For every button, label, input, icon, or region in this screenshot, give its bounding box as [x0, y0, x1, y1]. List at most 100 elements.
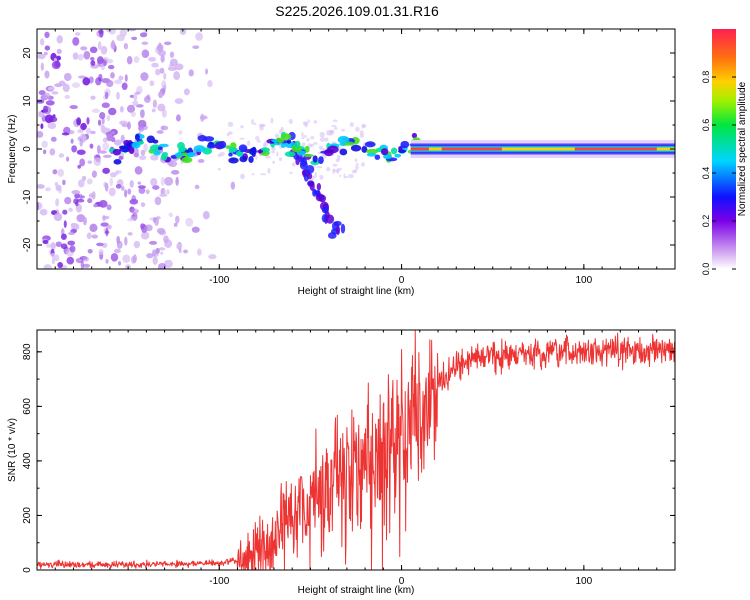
carrier-blob: [197, 134, 207, 142]
spectrogram-blob: [119, 29, 128, 37]
spectrogram-blob: [140, 202, 146, 207]
spectrogram-blob: [166, 189, 170, 195]
spectrogram-blob: [133, 92, 138, 102]
spectrogram-blob: [288, 118, 293, 125]
spectrogram-blob: [314, 172, 317, 176]
spectrogram-blob: [306, 137, 310, 142]
spectrogram-blob: [253, 122, 257, 125]
spectrogram-blob: [93, 157, 102, 167]
spectrogram-blob: [89, 223, 98, 233]
y-tick-label: -20: [22, 237, 33, 252]
spectrogram-blob: [130, 216, 137, 221]
spectrogram-blob: [332, 169, 338, 173]
carrier-blob: [324, 148, 334, 157]
spectrogram-blob: [360, 162, 365, 167]
spectrogram-blob: [175, 215, 180, 224]
spectrogram-blob: [82, 135, 87, 142]
spectrogram-blob: [40, 123, 44, 130]
spectrogram-blob: [80, 46, 88, 51]
carrier-blob: [158, 143, 169, 148]
spectrogram-blob: [43, 51, 48, 56]
spectrogram-blob: [55, 241, 62, 248]
spectrogram-blob: [240, 125, 244, 129]
spectrogram-blob: [158, 91, 164, 99]
spectrogram-blob: [183, 249, 188, 254]
spectrogram-blob: [140, 149, 146, 156]
spectrogram-blob: [82, 77, 91, 86]
colorbar-tick-label: 0.8: [701, 71, 711, 84]
spectrogram-blob: [53, 212, 63, 222]
spectrogram-blob: [291, 162, 296, 167]
spectrogram-blob: [105, 258, 109, 264]
carrier-blob: [304, 145, 310, 153]
spectrogram-blob: [207, 80, 213, 88]
spectrogram-blob: [121, 82, 128, 90]
spectrogram-blob: [39, 208, 48, 216]
spectrogram-blob: [227, 131, 233, 135]
spectrogram-blob: [60, 243, 68, 250]
carrier-blob: [394, 153, 402, 158]
carrier-blob: [318, 156, 324, 165]
spectrogram-blob: [355, 163, 359, 166]
spectrogram-blob: [56, 55, 62, 61]
spectrogram-blob: [301, 137, 305, 140]
spectrogram-blob: [313, 175, 318, 178]
spectrogram-blob: [137, 185, 146, 189]
snr-xlabel: Height of straight line (km): [298, 585, 415, 596]
spectrogram-blob: [91, 108, 100, 114]
spectrogram-blob: [91, 170, 98, 178]
carrier-blob: [113, 159, 122, 165]
spectrogram-blob: [52, 169, 58, 175]
snr-series-line: [37, 330, 675, 570]
spectrogram-blob: [158, 230, 167, 236]
snr-panel: -100 0 100 0 200 400 600 800 Height of straight…: [7, 329, 676, 596]
carrier-blob: [218, 140, 227, 149]
carrier-blob: [184, 156, 189, 163]
spectrogram-blob: [156, 43, 164, 52]
spectrogram-blob: [301, 131, 304, 137]
spectrogram-blob: [219, 151, 225, 157]
y-tick-label: 0: [22, 567, 33, 573]
spectrogram-blob: [133, 152, 140, 158]
snr-axes: -100 0 100 0 200 400 600 800: [22, 330, 676, 587]
carrier-blob: [364, 141, 376, 148]
colorbar-gradient: [712, 29, 736, 269]
spectrogram-blob: [159, 193, 168, 197]
spectrogram-blob: [151, 62, 159, 68]
carrier-peak: [574, 147, 657, 151]
spectrogram-blob: [173, 71, 181, 80]
spectrogram-blob: [44, 45, 51, 51]
spectrogram-carrier: [108, 131, 675, 166]
spectrogram-blob: [61, 132, 70, 136]
spectrogram-blob: [62, 179, 66, 186]
spectrogram-blob: [45, 100, 55, 106]
spectrogram-blob: [62, 83, 70, 93]
spectrogram-blob: [129, 198, 139, 205]
spectrogram-blob: [111, 39, 115, 48]
carrier-blob: [294, 140, 301, 148]
spectrogram-blob: [155, 68, 161, 76]
spectrogram-blob: [169, 58, 178, 67]
spectrogram-blob: [113, 139, 122, 146]
spectrogram-blob: [68, 231, 76, 236]
spectrogram-blob: [302, 121, 308, 126]
carrier-blob: [312, 155, 318, 163]
carrier-blob: [153, 151, 161, 156]
spectrogram-blob: [76, 214, 86, 223]
spectrogram-blob: [164, 239, 173, 248]
spectrogram-blob: [98, 200, 108, 208]
spectrogram-blob: [86, 232, 92, 240]
spectrogram-blob: [82, 263, 91, 268]
spectrogram-blob: [42, 239, 49, 245]
x-tick-label: 0: [399, 275, 405, 286]
spectrogram-blob: [75, 201, 79, 207]
spectrogram-blob: [127, 188, 132, 195]
spectrogram-blob: [115, 184, 122, 189]
spectrogram-blob: [77, 164, 82, 169]
spectrogram-blob: [312, 142, 318, 145]
spectrogram-blob: [124, 74, 128, 82]
spectrogram-blob: [57, 168, 65, 177]
spectrogram-blob: [174, 98, 184, 104]
spectrogram-blob: [205, 68, 209, 75]
